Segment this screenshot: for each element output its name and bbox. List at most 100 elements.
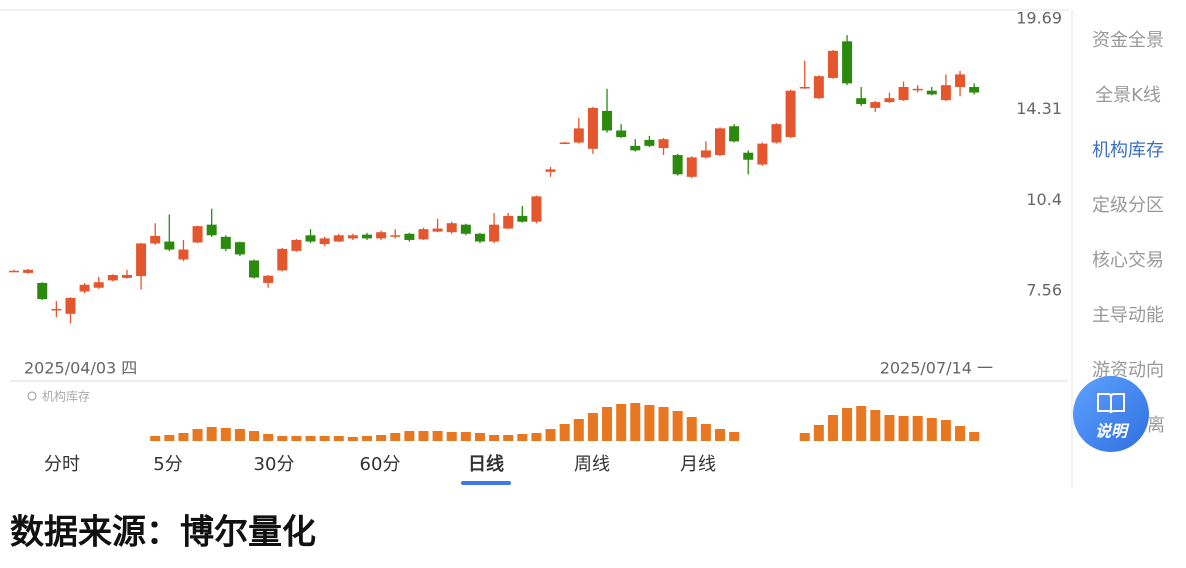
candle-body xyxy=(955,74,966,87)
indicator-bar xyxy=(178,433,189,441)
candle-body xyxy=(333,235,344,242)
indicator-bar xyxy=(474,433,485,441)
indicator-bar xyxy=(644,405,655,441)
indicator-bar xyxy=(799,433,810,441)
tab[interactable]: 分时 xyxy=(44,454,80,475)
sidebar-item[interactable]: 游资动向 xyxy=(1092,360,1164,381)
indicator-bar xyxy=(489,435,500,441)
indicator-bar xyxy=(827,415,838,441)
indicator-bar xyxy=(729,432,740,441)
tab[interactable]: 60分 xyxy=(360,454,401,475)
gear-icon xyxy=(27,391,37,401)
indicator-bar xyxy=(898,416,909,441)
candle-body xyxy=(291,239,302,251)
indicator-bar xyxy=(700,424,711,441)
indicator-bar xyxy=(969,432,980,441)
button-label[interactable]: 说明 xyxy=(1095,422,1130,441)
candle-body xyxy=(418,229,429,240)
candle-body xyxy=(206,224,217,236)
indicator-bar xyxy=(263,434,274,441)
tabs: 分时 5分 30分 60分 日线 周线 月线 xyxy=(44,453,716,485)
candle-body xyxy=(743,152,754,160)
sidebar-item[interactable]: 机构库存 xyxy=(1092,140,1164,161)
tab[interactable]: 30分 xyxy=(254,454,295,475)
candle-body xyxy=(559,142,570,145)
indicator-bar xyxy=(926,418,937,441)
candle-body xyxy=(870,102,881,108)
indicator-bar xyxy=(715,429,725,441)
indicator-bars xyxy=(150,403,980,441)
candle-body xyxy=(517,215,528,222)
candle-body xyxy=(658,139,669,149)
candle-body xyxy=(969,86,980,93)
sidebar-item[interactable]: 定级分区 xyxy=(1092,195,1164,216)
y-tick-label: 14.31 xyxy=(1016,99,1062,118)
x-end-label: 2025/07/14 一 xyxy=(880,359,993,378)
indicator-bar xyxy=(559,424,570,441)
sidebar-item[interactable]: 主导动能 xyxy=(1092,305,1164,326)
indicator-bar xyxy=(630,403,641,441)
indicator-bar xyxy=(517,434,528,441)
indicator-bar xyxy=(912,416,923,441)
candle-body xyxy=(827,50,838,78)
candle-body xyxy=(912,88,923,91)
indicator-bar xyxy=(658,407,669,441)
candle-body xyxy=(799,86,810,89)
indicator-bar xyxy=(333,436,344,441)
book-icon xyxy=(1097,393,1125,414)
candle-body xyxy=(460,224,471,234)
sidebar-item[interactable]: 全景K线 xyxy=(1095,85,1161,106)
candle-body xyxy=(785,90,796,137)
indicator-bar xyxy=(884,415,895,441)
indicator-bar xyxy=(940,420,951,441)
help-button[interactable]: 说明 xyxy=(1073,376,1149,452)
tab[interactable]: 月线 xyxy=(680,454,716,475)
candle-body xyxy=(192,226,203,243)
candle-body xyxy=(503,215,514,229)
candle-body xyxy=(23,269,34,273)
candle-body xyxy=(602,110,613,131)
sidebar-item[interactable]: 资金全景 xyxy=(1092,30,1164,51)
indicator-bar xyxy=(249,431,260,441)
candle-body xyxy=(630,145,641,151)
indicator-bar xyxy=(545,429,556,441)
tab[interactable]: 日线 xyxy=(468,453,504,475)
candle-body xyxy=(249,260,260,278)
tab[interactable]: 5分 xyxy=(153,454,182,475)
indicator-bar xyxy=(573,419,584,441)
candle-body xyxy=(9,270,19,273)
indicator-bar xyxy=(206,427,217,441)
candle-body xyxy=(856,98,867,104)
candle-body xyxy=(616,130,627,137)
tab[interactable]: 周线 xyxy=(574,454,610,475)
candle-body xyxy=(771,124,782,143)
candle-body xyxy=(446,223,457,233)
indicator-bar xyxy=(686,417,697,441)
candle-body xyxy=(93,282,104,288)
candle-body xyxy=(884,98,895,103)
candle-body xyxy=(263,275,274,283)
indicator-bar xyxy=(446,432,457,441)
y-tick-label: 7.56 xyxy=(1026,281,1062,300)
candle-body xyxy=(715,128,725,156)
y-tick-label: 19.69 xyxy=(1016,8,1062,27)
indicator-bar xyxy=(319,436,330,441)
candle-body xyxy=(164,241,175,250)
candle-body xyxy=(926,90,937,95)
indicator-bar xyxy=(842,408,853,441)
sidebar-item[interactable]: 核心交易 xyxy=(1092,250,1164,271)
candle-body xyxy=(672,155,683,175)
button-circle[interactable] xyxy=(1073,376,1149,452)
indicator-bar xyxy=(587,413,598,441)
candle-body xyxy=(136,243,147,277)
candle-body xyxy=(573,128,584,143)
indicator-bar xyxy=(503,435,514,441)
candle-body xyxy=(376,232,387,239)
sidebar-item[interactable]: 离 xyxy=(1147,415,1165,436)
candle-body xyxy=(545,169,556,172)
candle-body xyxy=(319,238,330,245)
candle-body xyxy=(305,235,316,242)
candle-body xyxy=(531,196,542,222)
indicator-title: 机构库存 xyxy=(42,389,90,404)
